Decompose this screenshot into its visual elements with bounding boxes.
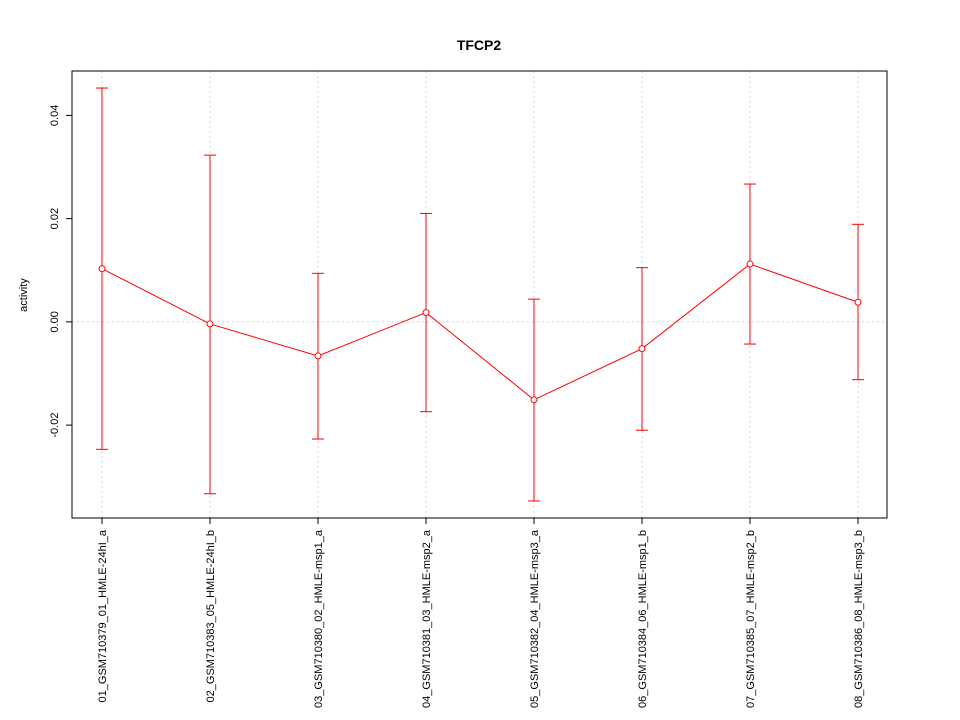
x-tick-label: 03_GSM710380_02_HMLE-msp1_a xyxy=(313,529,325,708)
y-tick-label: 0.04 xyxy=(49,105,61,126)
x-tick-label: 02_GSM710383_05_HMLE-24hI_b xyxy=(205,530,217,702)
plot-frame xyxy=(71,70,888,519)
series xyxy=(96,87,864,502)
y-tick-label: -0.02 xyxy=(49,413,61,438)
data-point xyxy=(530,396,538,404)
data-point xyxy=(746,260,754,268)
y-tick-label: 0.02 xyxy=(49,208,61,229)
data-point xyxy=(314,352,322,360)
data-point xyxy=(638,345,646,353)
data-point xyxy=(854,298,862,306)
x-axis: 01_GSM710379_01_HMLE-24hI_a 02_GSM710383_… xyxy=(97,518,865,708)
x-tick-label: 06_GSM710384_06_HMLE-msp1_b xyxy=(637,530,649,708)
y-axis-label: activity xyxy=(18,278,30,312)
x-tick-label: 04_GSM710381_03_HMLE-msp2_a xyxy=(421,529,433,708)
data-point xyxy=(422,309,430,317)
chart-title: TFCP2 xyxy=(457,37,502,53)
x-tick-label: 01_GSM710379_01_HMLE-24hI_a xyxy=(97,529,109,702)
x-tick-label: 05_GSM710382_04_HMLE-msp3_a xyxy=(529,529,541,708)
y-axis: -0.02 0.00 0.02 0.04 xyxy=(49,105,72,438)
data-point xyxy=(206,320,214,328)
y-tick-label: 0.00 xyxy=(49,311,61,332)
x-tick-label: 07_GSM710385_07_HMLE-msp2_b xyxy=(745,530,757,708)
series-line xyxy=(101,263,859,401)
x-tick-label: 08_GSM710386_08_HMLE-msp3_b xyxy=(853,530,865,708)
grid-lines xyxy=(72,71,887,518)
data-point xyxy=(98,265,106,273)
